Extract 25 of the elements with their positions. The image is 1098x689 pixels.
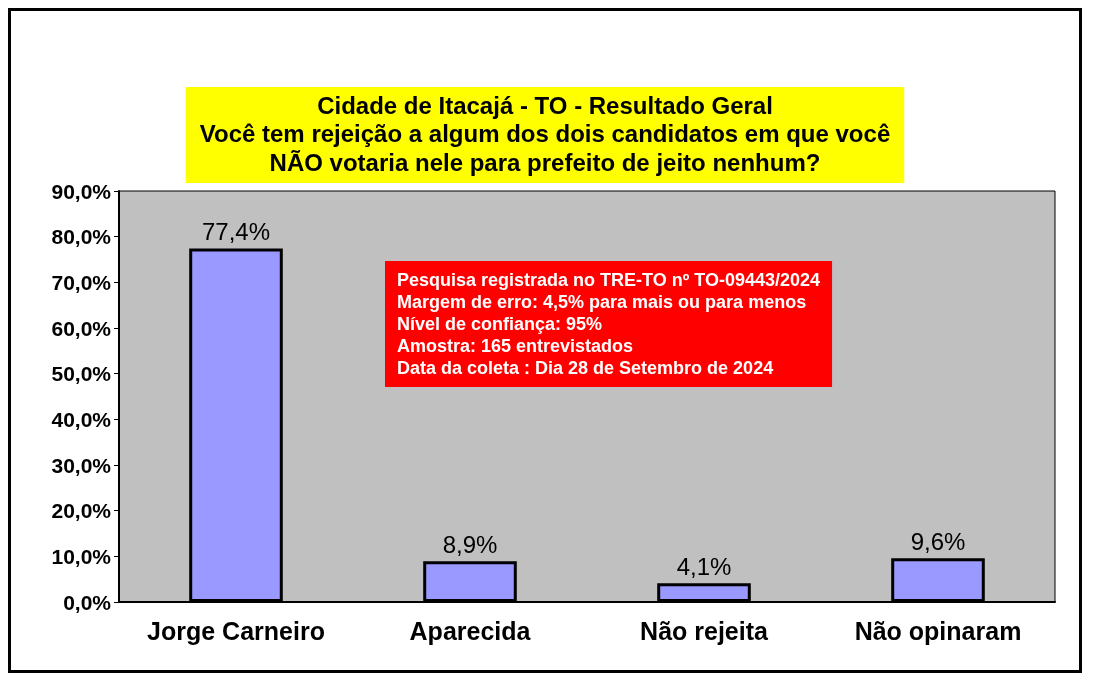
annotation: Data da coleta : Dia 28 de Setembro de 2024 bbox=[397, 358, 774, 378]
y-tick-label: 80,0% bbox=[51, 225, 112, 249]
y-tick-label: 10,0% bbox=[51, 544, 112, 568]
chart-title: Cidade de Itacajá - TO - Resultado Geral bbox=[317, 91, 773, 119]
x-tick-label: Não rejeita bbox=[640, 616, 770, 645]
y-tick-label: 50,0% bbox=[51, 362, 112, 386]
y-tick-label: 70,0% bbox=[51, 270, 112, 294]
x-tick-label: Aparecida bbox=[409, 616, 532, 645]
annotation: Nível de confiança: 95% bbox=[397, 314, 603, 334]
annotation: Margem de erro: 4,5% para mais ou para menos bbox=[397, 292, 807, 312]
data-label: 9,6% bbox=[910, 527, 966, 555]
data-label: 8,9% bbox=[442, 530, 498, 558]
annotation: Pesquisa registrada no TRE-TO nº TO-09443/2024 bbox=[397, 270, 821, 290]
y-tick-label: 60,0% bbox=[51, 316, 112, 340]
data-label: 4,1% bbox=[676, 552, 732, 580]
data-label: 77,4% bbox=[201, 218, 271, 246]
chart-subtitle: Você tem rejeição a algum dos dois candidatos em que você NÃO votaria nele para prefeito de jeito nenhum? bbox=[199, 120, 891, 176]
x-tick-label: Não opinaram bbox=[854, 616, 1022, 645]
x-tick-label: Jorge Carneiro bbox=[147, 616, 325, 645]
y-tick-label: 20,0% bbox=[51, 499, 112, 523]
y-tick-label: 40,0% bbox=[51, 407, 112, 431]
annotation: Amostra: 165 entrevistados bbox=[397, 336, 634, 356]
y-tick-label: 90,0% bbox=[51, 179, 112, 203]
y-tick-label: 0,0% bbox=[63, 590, 112, 614]
y-tick-label: 30,0% bbox=[51, 453, 112, 477]
